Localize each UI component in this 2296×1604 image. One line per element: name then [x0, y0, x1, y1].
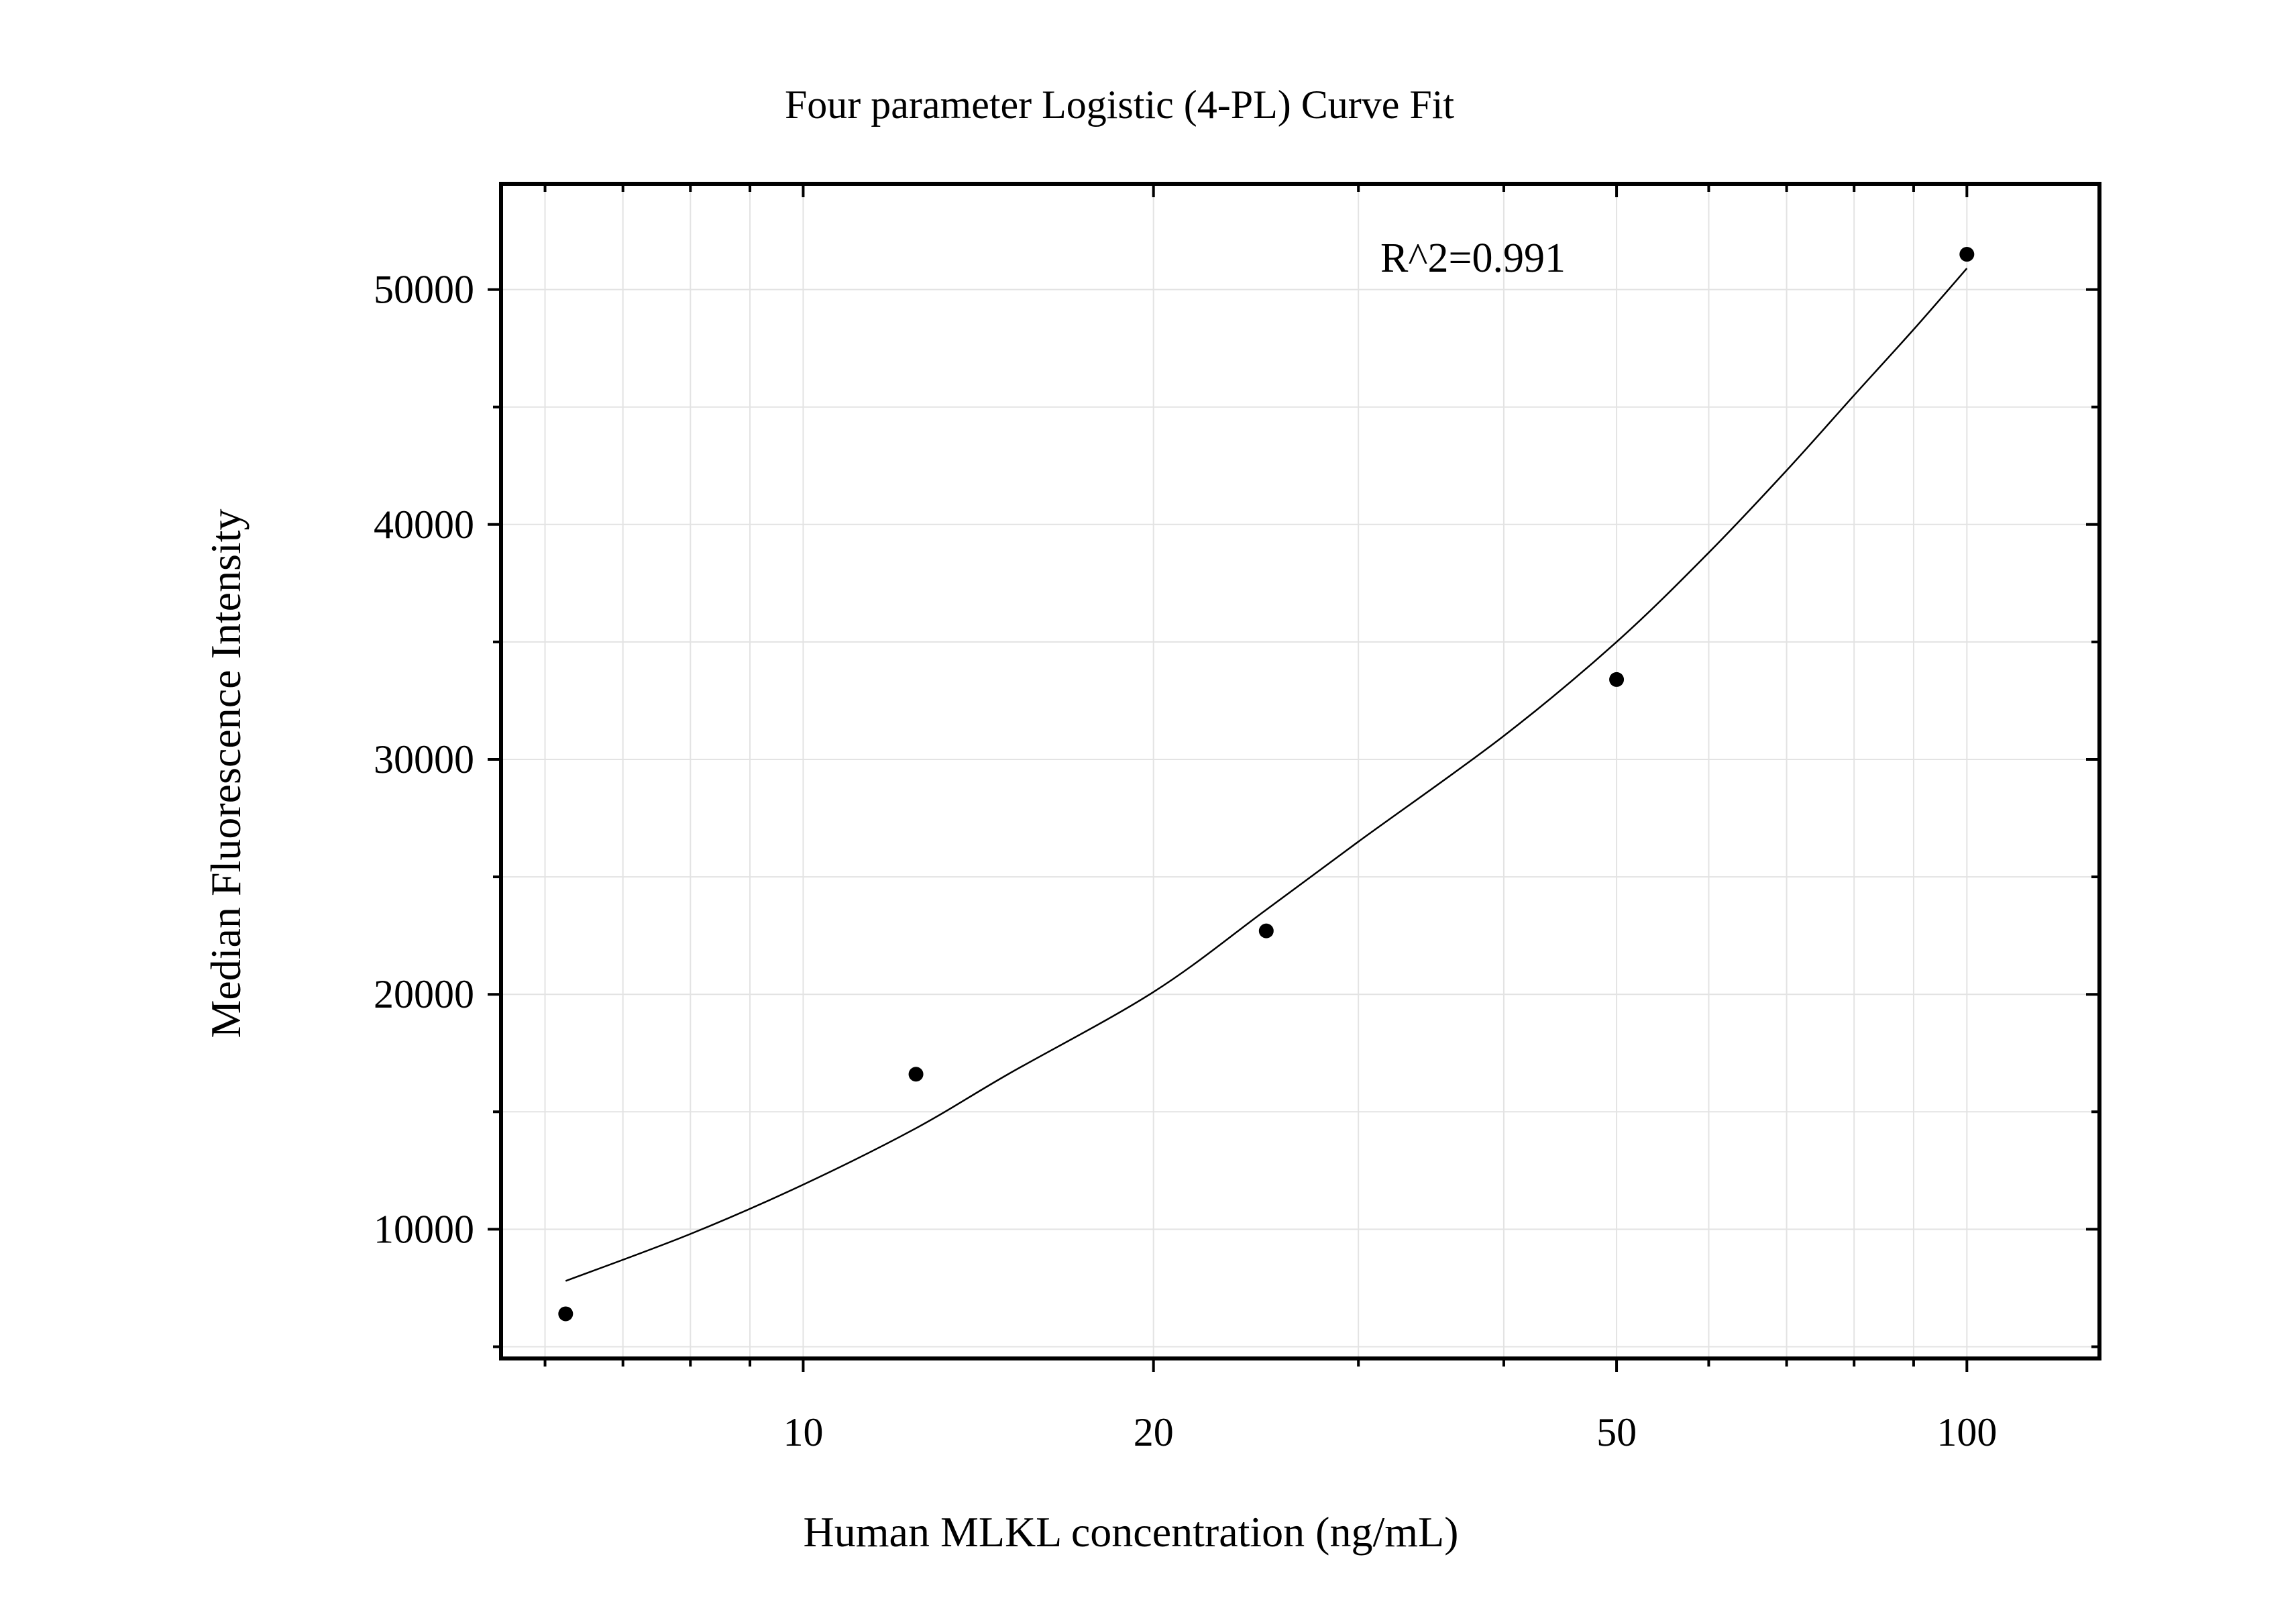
y-tick-label: 10000: [374, 1207, 474, 1251]
data-point: [908, 1067, 924, 1082]
data-point: [1609, 672, 1625, 687]
y-tick-label: 20000: [374, 972, 474, 1016]
x-tick-label: 100: [1936, 1410, 1997, 1454]
tick-labels: 10 20 50 100 10000 20000 30000 40000 50000: [374, 268, 1997, 1454]
data-point: [1959, 247, 1975, 262]
chart-title: Four parameter Logistic (4-PL) Curve Fit: [785, 83, 1454, 127]
x-tick-label: 20: [1134, 1410, 1174, 1454]
y-tick-label: 50000: [374, 268, 474, 312]
fit-curve-layer: [565, 268, 1968, 1282]
axis-ticks: [488, 184, 2099, 1372]
data-points-layer: [558, 247, 1975, 1322]
fit-curve: [565, 268, 1968, 1282]
x-tick-label: 10: [783, 1410, 823, 1454]
data-point: [1258, 923, 1274, 939]
x-tick-label: 50: [1596, 1410, 1637, 1454]
y-tick-label: 30000: [374, 737, 474, 782]
grid: [501, 184, 2099, 1358]
r-squared-annotation: R^2=0.991: [1380, 235, 1566, 281]
data-point: [558, 1306, 573, 1322]
plot-frame: [499, 182, 2101, 1360]
x-axis-label: Human MLKL concentration (ng/mL): [804, 1508, 1459, 1556]
y-axis-label: Median Fluorescence Intensity: [202, 509, 250, 1038]
y-tick-label: 40000: [374, 502, 474, 547]
